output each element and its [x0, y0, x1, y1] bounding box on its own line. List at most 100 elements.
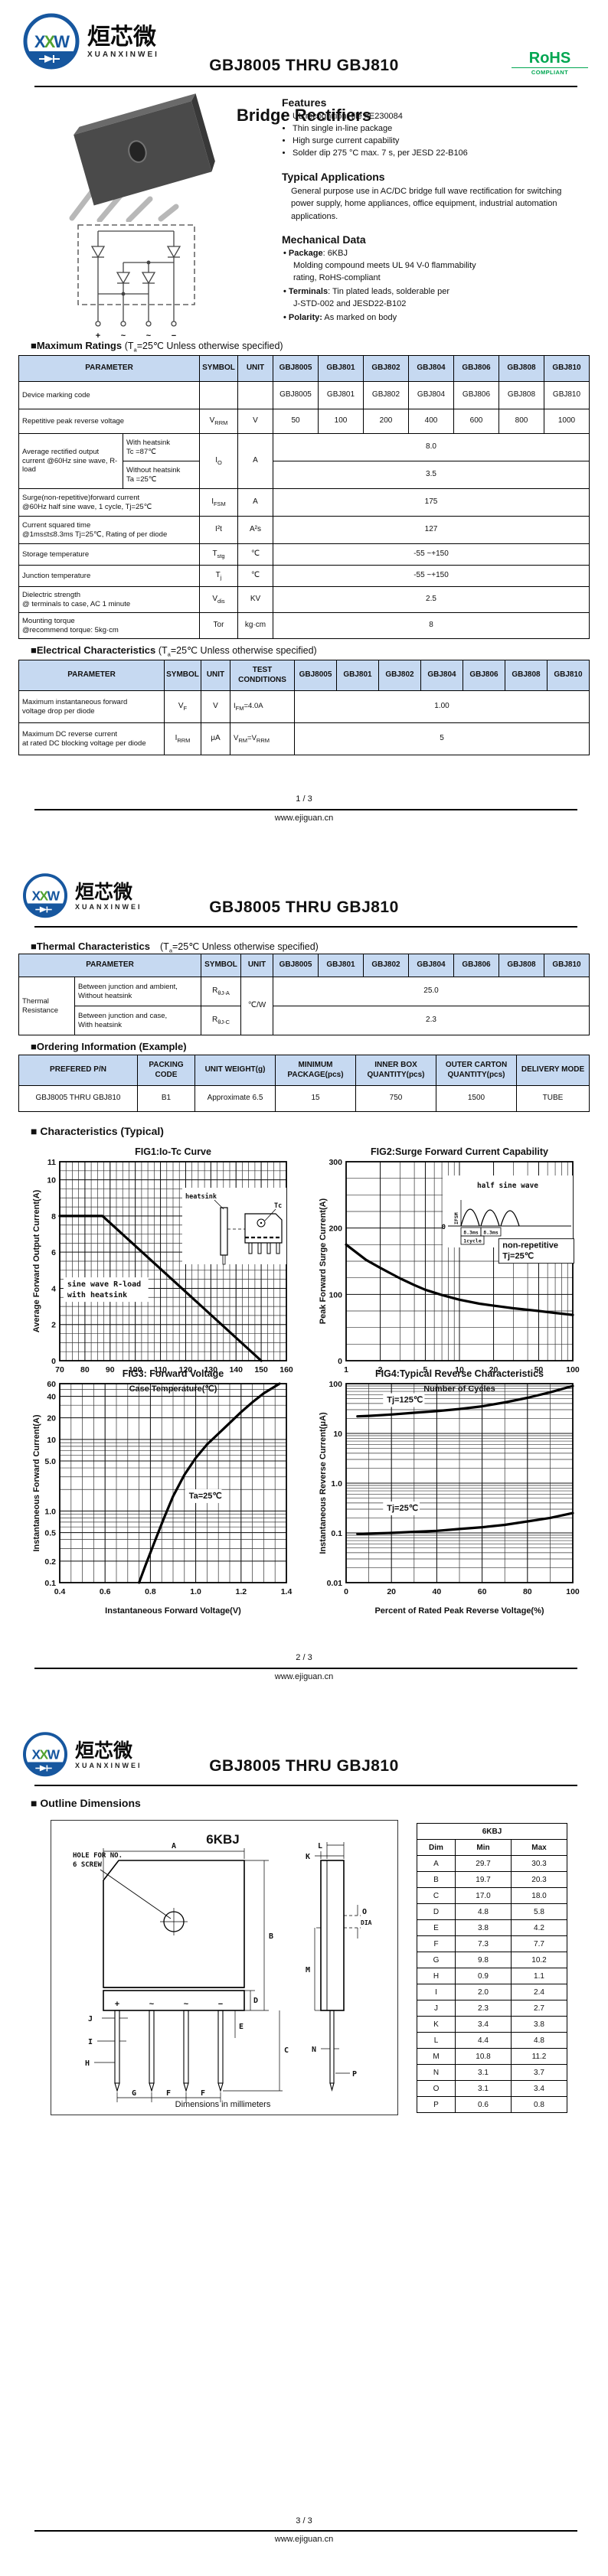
- svg-text:0.01: 0.01: [327, 1579, 343, 1588]
- logo-emblem-icon: XXW: [22, 1732, 68, 1777]
- max-ratings-table: PARAMETER SYMBOL UNIT GBJ8005 GBJ801 GBJ802 G…: [18, 355, 590, 639]
- feature-item: Solder dip 275 °C max. 7 s, per JESD 22-…: [293, 148, 588, 160]
- dim-row: B 19.7 20.3: [417, 1871, 568, 1888]
- header-rule: [34, 926, 577, 928]
- svg-text:100: 100: [129, 1365, 142, 1374]
- page-number: 2 / 3: [296, 1653, 312, 1662]
- footer-site-url: www.ejiguan.cn: [274, 1672, 334, 1681]
- svg-text:Instantaneous Forward Voltage(: Instantaneous Forward Voltage(V): [105, 1606, 241, 1616]
- table-row-vf: Maximum instantaneous forward voltage dro…: [18, 690, 590, 723]
- svg-text:160: 160: [279, 1365, 293, 1374]
- table-header-row: PARAMETER SYMBOL UNIT GBJ8005 GBJ801 GBJ802 G…: [18, 355, 590, 382]
- polarity-minus: −: [218, 2000, 223, 2009]
- svg-text:5.0: 5.0: [44, 1457, 56, 1466]
- brand-english: XUANXINWEI: [87, 50, 159, 59]
- svg-text:300: 300: [329, 1158, 342, 1167]
- dim-row: I 2.0 2.4: [417, 1984, 568, 2000]
- svg-text:1.0: 1.0: [44, 1507, 56, 1516]
- terminal-minus-label: −: [172, 331, 176, 341]
- applications-heading: Typical Applications: [282, 170, 385, 183]
- mech-item-cont: rating, RoHS-compliant: [293, 273, 381, 283]
- svg-text:F: F: [201, 2089, 205, 2098]
- footer-site-url: www.ejiguan.cn: [274, 814, 334, 823]
- footer-rule: [34, 809, 577, 810]
- svg-text:20: 20: [489, 1365, 498, 1374]
- table-row-ordering: GBJ8005 THRU GBJ810 B1 Approximate 6.5 15 75…: [18, 1085, 590, 1112]
- fig2-surge-current: FIG2:Surge Forward Current Capability ha…: [314, 1143, 583, 1400]
- svg-text:0: 0: [51, 1357, 56, 1366]
- svg-text:0.1: 0.1: [331, 1529, 342, 1538]
- svg-text:100: 100: [329, 1290, 342, 1299]
- dim-row: N 3.1 3.7: [417, 2064, 568, 2081]
- dim-row: P 0.6 0.8: [417, 2096, 568, 2113]
- svg-text:K: K: [306, 1853, 310, 1861]
- brand-english: XUANXINWEI: [75, 902, 142, 911]
- fig3-chart: FIG3: Forward Voltage 0.4 0.6 0.8 1.0 1.2 1.4 0…: [32, 1368, 292, 1616]
- table-row-marking: Device marking code GBJ8005 GBJ801 GBJ802 G…: [18, 381, 590, 409]
- svg-text:0: 0: [338, 1357, 342, 1366]
- svg-text:20: 20: [387, 1587, 396, 1596]
- thermal-table: PARAMETER SYMBOL UNIT GBJ8005 GBJ801 GBJ802 G…: [18, 954, 590, 1035]
- svg-text:heatsink: heatsink: [185, 1192, 217, 1201]
- svg-text:10: 10: [333, 1430, 342, 1439]
- svg-text:Average Forward Output Current: Average Forward Output Current(A): [32, 1189, 41, 1332]
- svg-text:90: 90: [106, 1365, 115, 1374]
- dim-row: H 0.9 1.1: [417, 1968, 568, 1984]
- svg-text:1.2: 1.2: [235, 1587, 247, 1596]
- svg-text:Tj=125℃: Tj=125℃: [387, 1395, 423, 1404]
- outline-drawing: 6KBJ HOLE FOR NO. 6 SCREW + ~ ~ −: [73, 1832, 372, 2109]
- svg-text:50: 50: [534, 1365, 544, 1374]
- svg-text:J: J: [88, 2015, 93, 2023]
- terminal-plus-label: +: [96, 331, 100, 341]
- svg-text:60: 60: [47, 1380, 56, 1389]
- svg-text:6: 6: [51, 1248, 56, 1257]
- feature-item: High surge current capability: [293, 135, 588, 148]
- mech-item-cont: Molding compound meets UL 94 V-0 flammab…: [293, 261, 476, 271]
- dim-row: G 9.8 10.2: [417, 1952, 568, 1968]
- rohs-compliant-label: COMPLIANT: [512, 67, 588, 76]
- brand-chinese: 烜芯微: [87, 23, 156, 51]
- svg-text:0.2: 0.2: [44, 1557, 56, 1567]
- mech-item-cont: J-STD-002 and JESD22-B102: [293, 299, 407, 308]
- terminal-ac2-label: ~: [146, 331, 152, 341]
- table-row-vdis: Dielectric strength @ terminals to case, …: [18, 586, 590, 613]
- table-row-irrm: Maximum DC reverse current at rated DC bl…: [18, 722, 590, 755]
- svg-text:Percent of Rated Peak Reverse: Percent of Rated Peak Reverse Voltage(%): [374, 1606, 544, 1616]
- svg-text:non-repetitive: non-repetitive: [502, 1241, 558, 1251]
- svg-text:IFSM: IFSM: [453, 1212, 459, 1224]
- svg-text:XXW: XXW: [31, 1747, 60, 1762]
- svg-text:2: 2: [378, 1365, 383, 1374]
- svg-text:10: 10: [455, 1365, 464, 1374]
- svg-text:0.5: 0.5: [44, 1529, 56, 1538]
- svg-text:0: 0: [344, 1587, 348, 1596]
- part-range-title: GBJ8005 THRU GBJ810: [209, 1757, 399, 1775]
- svg-text:4: 4: [51, 1284, 56, 1293]
- table-header-row: PARAMETER SYMBOL UNIT GBJ8005 GBJ801 GBJ802 G…: [18, 954, 590, 977]
- polarity-ac2: ~: [184, 2000, 189, 2009]
- logo-emblem-icon: XXW: [22, 873, 68, 918]
- svg-text:2: 2: [51, 1321, 56, 1330]
- svg-text:Tj=25℃: Tj=25℃: [387, 1504, 418, 1513]
- mech-item-terminals: Terminals: Tin plated leads, solderable …: [283, 286, 588, 298]
- svg-text:1.0: 1.0: [190, 1587, 201, 1596]
- footer-rule: [34, 1668, 577, 1669]
- svg-text:Tc: Tc: [274, 1202, 282, 1210]
- mech-item-package: Package: 6KBJ: [283, 248, 588, 260]
- company-logo: XXW 烜芯微 XUANXINWEI: [21, 1730, 142, 1780]
- svg-text:8: 8: [51, 1212, 56, 1221]
- svg-text:0.4: 0.4: [54, 1587, 66, 1596]
- dim-row: C 17.0 18.0: [417, 1887, 568, 1904]
- page-number: 1 / 3: [296, 794, 312, 804]
- svg-text:Ta=25℃: Ta=25℃: [189, 1492, 222, 1501]
- outline-drawing-box: 6KBJ HOLE FOR NO. 6 SCREW + ~ ~ −: [51, 1820, 398, 2115]
- table-row-tj: Junction temperature Tj ℃ -55 ~+150: [18, 565, 590, 587]
- electrical-table: PARAMETER SYMBOL UNIT TEST CONDITIONS GBJ80…: [18, 660, 590, 755]
- svg-text:1cycle: 1cycle: [463, 1238, 482, 1244]
- svg-text:10: 10: [47, 1176, 56, 1185]
- polarity-plus: +: [115, 2000, 119, 2009]
- svg-text:130: 130: [204, 1365, 218, 1374]
- dimensions-table: 6KBJ Dim Min Max A 29.7 30.3 B 19.7 20.3 C 17.0 18…: [416, 1823, 568, 2113]
- polarity-ac1: ~: [149, 2000, 155, 2009]
- table-row-ifsm: Surge(non-repetitive)forward current @60H…: [18, 488, 590, 517]
- svg-text:100: 100: [566, 1365, 580, 1374]
